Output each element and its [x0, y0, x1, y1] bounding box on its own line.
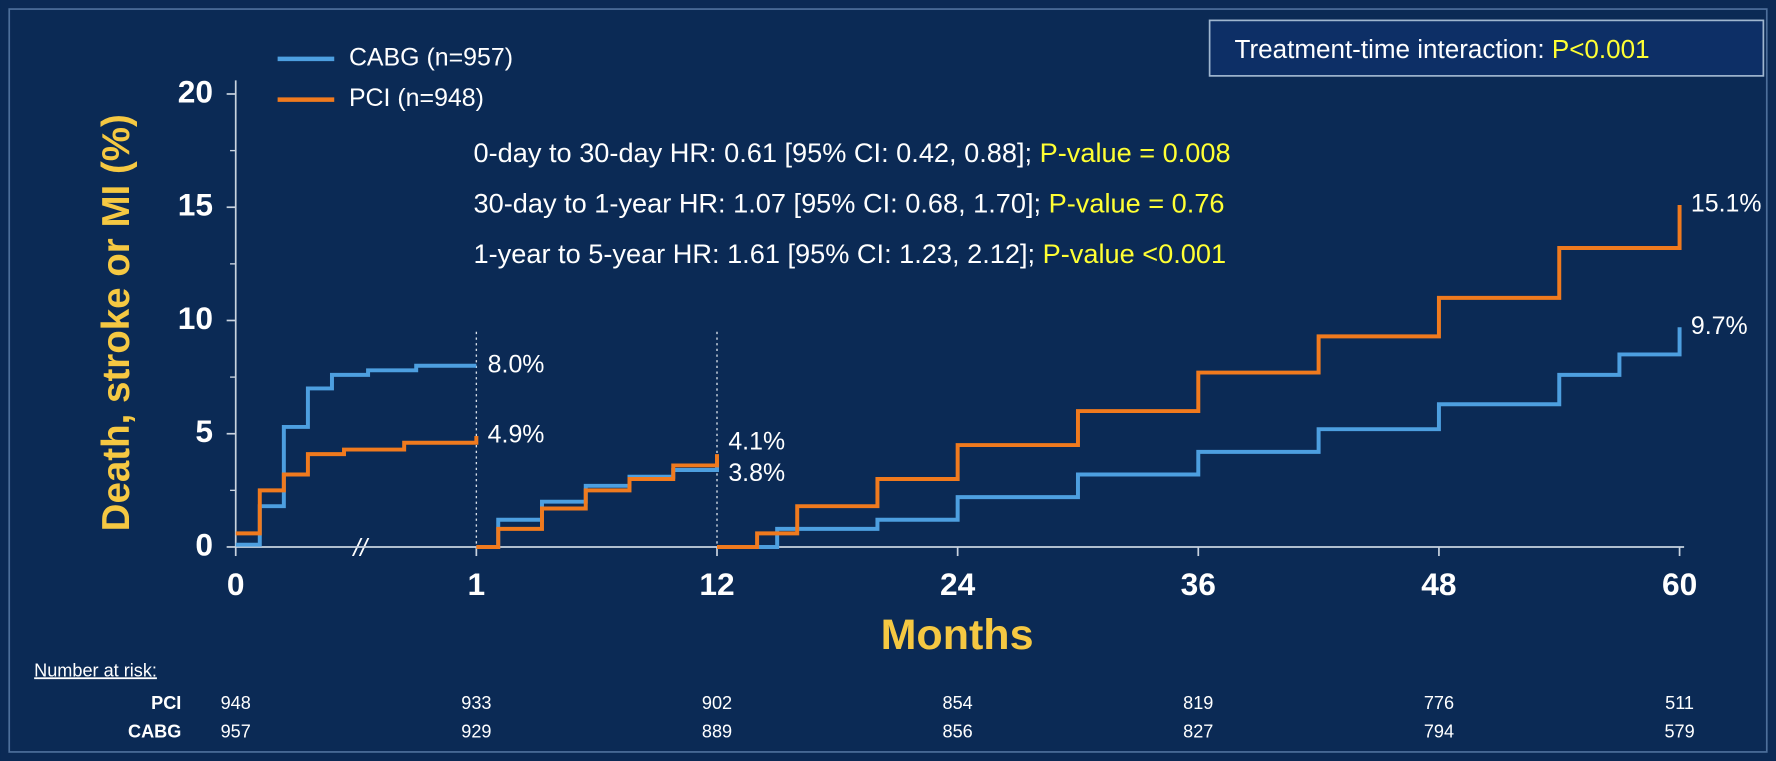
y-tick-label: 0	[195, 526, 213, 562]
risk-value: 827	[1183, 721, 1213, 741]
y-tick-label: 15	[178, 187, 213, 223]
y-tick-label: 5	[195, 413, 213, 449]
interaction-box	[1208, 19, 1765, 77]
risk-value: 511	[1665, 693, 1694, 713]
frame	[8, 8, 1768, 753]
hr-text: 1-year to 5-year HR: 1.61 [95% CI: 1.23,…	[474, 238, 1036, 269]
end-label: 9.7%	[1691, 312, 1748, 340]
interaction-label: Treatment-time interaction:	[1235, 34, 1545, 64]
risk-row-name: PCI	[151, 693, 181, 713]
risk-value: 929	[461, 721, 491, 741]
risk-value: 819	[1183, 693, 1213, 713]
end-label: 8.0%	[488, 350, 545, 378]
km-curve	[235, 204, 1682, 549]
end-label: 4.9%	[488, 421, 545, 449]
risk-value: 889	[702, 721, 732, 741]
x-tick-label: 0	[227, 566, 245, 602]
risk-row-name: CABG	[128, 721, 181, 741]
risk-value: 957	[221, 721, 251, 741]
x-tick-label: 12	[699, 566, 734, 602]
end-label: 4.1%	[728, 427, 785, 455]
end-label: 3.8%	[728, 459, 785, 487]
hr-p-value: P-value = 0.008	[1040, 137, 1231, 168]
x-tick-label: 24	[940, 566, 976, 602]
end-label: 15.1%	[1691, 190, 1762, 218]
risk-value: 794	[1424, 721, 1454, 741]
interaction-p: P<0.001	[1552, 34, 1650, 64]
hr-annotation: 30-day to 1-year HR: 1.07 [95% CI: 0.68,…	[474, 188, 1225, 219]
x-axis-title: Months	[881, 611, 1034, 659]
risk-value: 854	[943, 693, 973, 713]
risk-value: 579	[1664, 721, 1694, 741]
x-tick-label: 1	[468, 566, 486, 602]
hr-p-value: P-value <0.001	[1043, 238, 1226, 269]
hr-annotation: 0-day to 30-day HR: 0.61 [95% CI: 0.42, …	[474, 137, 1231, 168]
x-tick-label: 36	[1181, 566, 1216, 602]
x-tick-label: 60	[1662, 566, 1697, 602]
legend-label: PCI (n=948)	[349, 84, 484, 112]
hr-annotation: 1-year to 5-year HR: 1.61 [95% CI: 1.23,…	[474, 238, 1227, 269]
y-axis-title: Death, stroke or MI (%)	[95, 114, 138, 531]
risk-title: Number at risk:	[34, 660, 157, 680]
interaction-text: Treatment-time interaction: P<0.001	[1235, 34, 1650, 64]
y-tick-label: 10	[178, 300, 213, 336]
risk-value: 948	[221, 693, 251, 713]
y-tick-label: 20	[178, 73, 213, 109]
x-tick-label: 48	[1421, 566, 1456, 602]
hr-p-value: P-value = 0.76	[1049, 188, 1225, 219]
risk-value: 933	[461, 693, 491, 713]
risk-value: 776	[1424, 693, 1454, 713]
risk-value: 856	[943, 721, 973, 741]
hr-text: 0-day to 30-day HR: 0.61 [95% CI: 0.42, …	[474, 137, 1033, 168]
legend-label: CABG (n=957)	[349, 43, 513, 71]
hr-text: 30-day to 1-year HR: 1.07 [95% CI: 0.68,…	[474, 188, 1042, 219]
risk-value: 902	[702, 693, 732, 713]
